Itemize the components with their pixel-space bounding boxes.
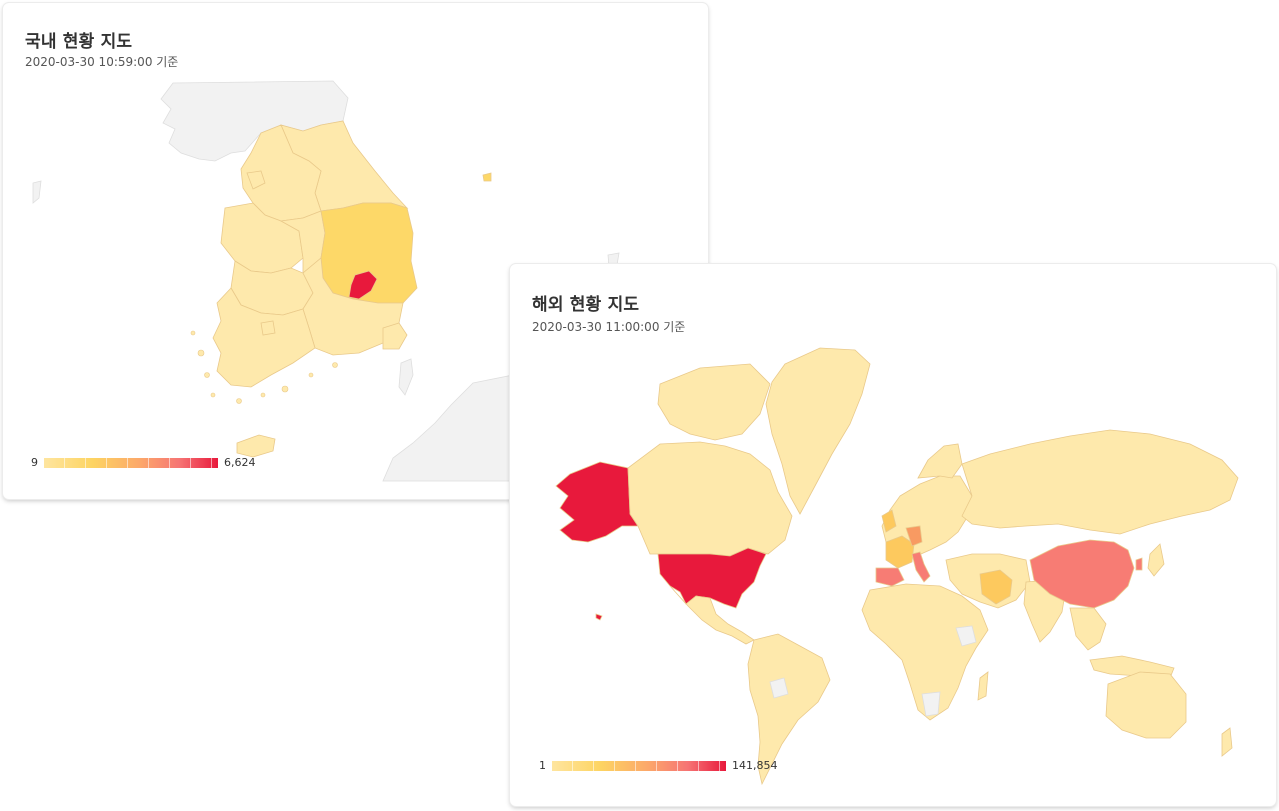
global-legend-max: 141,854 (732, 759, 778, 772)
country-spain[interactable] (875, 567, 905, 587)
country-mexico[interactable] (669, 585, 755, 645)
country-new-zealand[interactable] (1221, 727, 1233, 757)
country-south-america[interactable] (747, 633, 831, 786)
country-korea[interactable] (1135, 557, 1143, 571)
global-legend-min: 1 (539, 759, 546, 772)
country-uk[interactable] (881, 509, 897, 533)
domestic-map-timestamp: 2020-03-30 10:59:00 기준 (25, 55, 179, 69)
global-map-timestamp: 2020-03-30 11:00:00 기준 (532, 320, 686, 334)
country-canada[interactable] (627, 441, 793, 557)
country-scandinavia[interactable] (917, 443, 963, 479)
region-gwangju[interactable] (260, 320, 276, 336)
region-seoul[interactable] (246, 170, 266, 190)
country-japan[interactable] (1147, 543, 1165, 577)
country-africa-nodata-1 (955, 625, 977, 647)
domestic-legend-min: 9 (31, 456, 38, 469)
country-bolivia (769, 677, 789, 699)
country-madagascar[interactable] (977, 671, 989, 701)
country-iran[interactable] (979, 569, 1013, 605)
country-russia[interactable] (961, 429, 1239, 535)
country-china[interactable] (1029, 539, 1135, 609)
global-legend-gradient (552, 760, 726, 771)
country-africa-nodata-2 (921, 691, 941, 717)
country-southeast-asia[interactable] (1069, 607, 1107, 651)
global-legend: 1 141,854 (539, 759, 778, 772)
country-germany[interactable] (905, 525, 923, 547)
country-france[interactable] (885, 535, 915, 569)
island-gray (398, 358, 414, 396)
country-greenland[interactable] (765, 347, 871, 515)
domestic-legend: 9 6,624 (31, 456, 256, 469)
country-usa-hawaii[interactable] (595, 613, 603, 621)
country-usa-alaska[interactable] (555, 461, 639, 543)
island-gray-2 (32, 180, 42, 204)
country-africa[interactable] (861, 583, 989, 721)
region-jeonnam[interactable] (212, 287, 316, 388)
domestic-legend-gradient (44, 457, 218, 468)
region-jeju[interactable] (236, 434, 276, 458)
domestic-legend-max: 6,624 (224, 456, 256, 469)
country-usa[interactable] (657, 547, 767, 609)
southwest-islands (190, 330, 338, 404)
region-daegu[interactable] (348, 270, 378, 300)
country-australia[interactable] (1105, 671, 1187, 739)
country-canada-islands[interactable] (657, 363, 771, 441)
global-map-card: 해외 현황 지도 2020-03-30 11:00:00 기준 (510, 264, 1276, 806)
region-busan[interactable] (382, 322, 408, 350)
country-italy[interactable] (911, 551, 931, 583)
region-ulleung[interactable] (482, 172, 492, 182)
world-map[interactable] (510, 264, 1276, 806)
domestic-map-title: 국내 현황 지도 (25, 32, 133, 52)
global-map-title: 해외 현황 지도 (532, 295, 640, 315)
